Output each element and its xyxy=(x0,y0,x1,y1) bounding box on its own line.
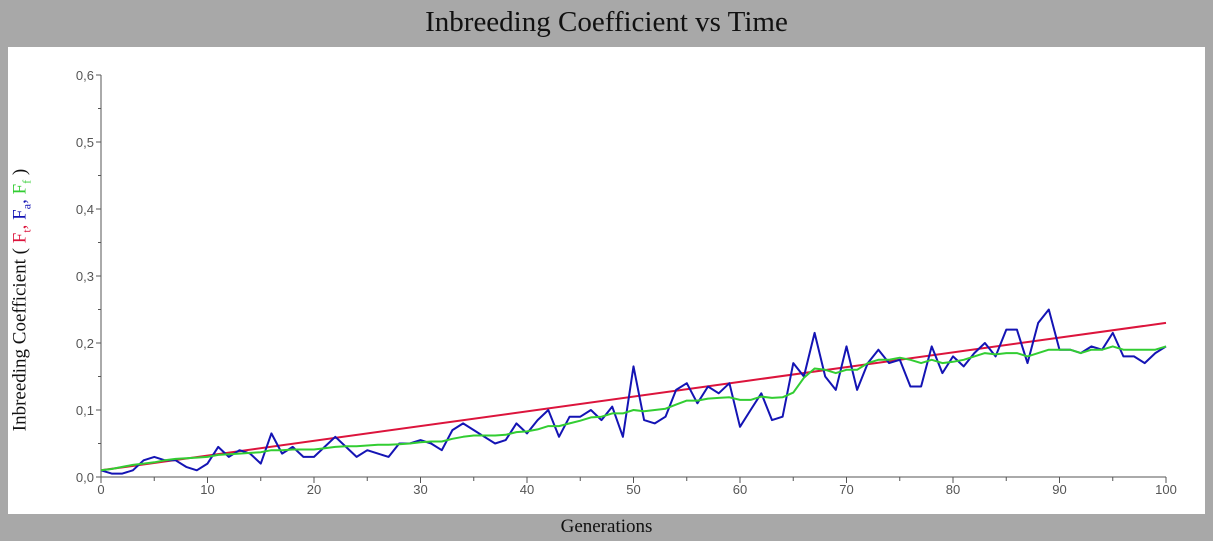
x-tick-label: 80 xyxy=(946,482,960,497)
chart-title: Inbreeding Coefficient vs Time xyxy=(425,6,788,38)
x-tick-label: 90 xyxy=(1052,482,1066,497)
x-tick-label: 100 xyxy=(1155,482,1177,497)
x-tick-label: 30 xyxy=(413,482,427,497)
x-tick-label: 0 xyxy=(97,482,104,497)
x-tick-label: 20 xyxy=(307,482,321,497)
y-tick-label: 0,4 xyxy=(76,202,94,217)
y-tick-label: 0,5 xyxy=(76,135,94,150)
x-tick-label: 50 xyxy=(626,482,640,497)
x-tick-label: 60 xyxy=(733,482,747,497)
y-tick-label: 0,1 xyxy=(76,403,94,418)
x-tick-label: 40 xyxy=(520,482,534,497)
y-tick-label: 0,3 xyxy=(76,269,94,284)
plot-area xyxy=(8,47,1205,514)
x-tick-label: 70 xyxy=(839,482,853,497)
series-line-2 xyxy=(100,345,1167,472)
series-line-0 xyxy=(100,321,1167,472)
series-line-1 xyxy=(100,308,1167,475)
y-tick-label: 0,0 xyxy=(76,470,94,485)
x-tick-label: 10 xyxy=(200,482,214,497)
y-tick-label: 0,2 xyxy=(76,336,94,351)
y-tick-label: 0,6 xyxy=(76,68,94,83)
x-axis-label: Generations xyxy=(560,516,653,537)
